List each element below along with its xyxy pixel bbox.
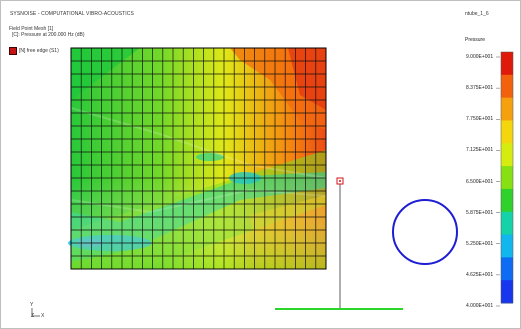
legend-swatch xyxy=(9,47,17,55)
mesh-subtitle: [C]: Pressure at 200.000 Hz (dB) xyxy=(12,32,85,38)
colorbar-segment xyxy=(501,74,513,99)
colorbar-segment xyxy=(501,257,513,281)
colorbar-border xyxy=(500,51,514,304)
colorbar-segment xyxy=(501,211,513,236)
colorbar-tick-label: 5.875E+001 xyxy=(466,209,494,216)
colorbar-segment xyxy=(501,52,513,76)
mesh-grid xyxy=(71,48,326,269)
colorbar-title: Pressure xyxy=(465,37,486,43)
colorbar-tick-label: 6.500E+001 xyxy=(466,178,494,185)
mesh-title: Field Point Mesh [1] xyxy=(9,26,54,32)
colorbar-segment xyxy=(501,166,513,190)
mesh-border xyxy=(70,47,327,270)
node-marker-dot xyxy=(339,180,341,182)
colorbar-tick-label: 5.250E+001 xyxy=(466,240,494,247)
colorbar-tick-label: 7.125E+001 xyxy=(466,147,494,154)
colorbar-segment xyxy=(501,143,513,167)
colorbar-tick-label: 8.375E+001 xyxy=(466,85,494,92)
colorbar-segment xyxy=(501,280,513,304)
app-title: SYSNOISE - COMPUTATIONAL VIBRO-ACOUSTICS xyxy=(10,11,134,17)
legend-label: [N] free edge (S1) xyxy=(19,48,59,54)
colorbar-segment xyxy=(501,97,513,121)
colorbar-tick-label: 4.625E+001 xyxy=(466,271,494,278)
axis-y-label: Y xyxy=(30,302,34,308)
file-name: ntube_1_6 xyxy=(465,11,489,17)
pipe-circle xyxy=(392,199,458,265)
colorbar-tick-label: 7.750E+001 xyxy=(466,116,494,123)
colorbar-segment xyxy=(501,188,513,213)
axis-x-label: X xyxy=(41,313,45,319)
colorbar-tick-label: 9.000E+001 xyxy=(466,54,494,60)
colorbar-segment xyxy=(501,120,513,144)
colorbar-segment xyxy=(501,234,513,258)
colorbar-tick-label: 4.000E+001 xyxy=(466,303,494,309)
